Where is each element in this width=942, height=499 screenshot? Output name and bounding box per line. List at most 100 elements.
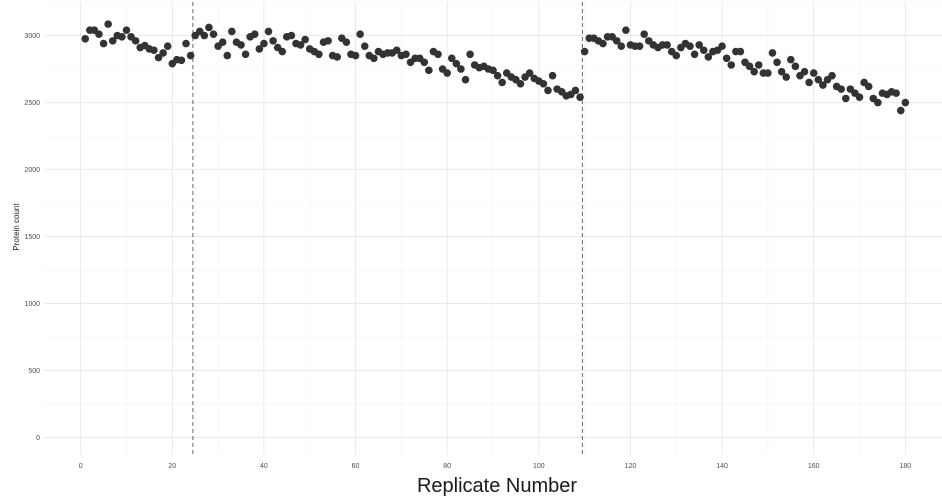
- data-point: [544, 86, 552, 95]
- data-point: [99, 39, 108, 48]
- data-point: [182, 39, 190, 48]
- data-point: [154, 53, 163, 62]
- data-point: [576, 93, 584, 101]
- data-point: [163, 42, 172, 51]
- data-point: [356, 30, 364, 38]
- data-point: [420, 58, 429, 67]
- data-point: [118, 33, 126, 41]
- data-point: [828, 71, 836, 80]
- data-point: [571, 86, 580, 95]
- data-point: [892, 89, 900, 97]
- x-tick-label: 80: [443, 463, 451, 470]
- data-point: [315, 50, 323, 59]
- data-point: [447, 54, 456, 63]
- data-point: [750, 67, 758, 76]
- data-point: [457, 65, 465, 73]
- data-point: [159, 49, 167, 57]
- data-point: [768, 49, 777, 57]
- data-point: [901, 98, 910, 107]
- data-point: [264, 27, 273, 36]
- data-point: [539, 79, 548, 88]
- data-point: [493, 71, 502, 80]
- data-point: [640, 30, 648, 38]
- data-point: [122, 26, 131, 34]
- data-point: [814, 75, 823, 84]
- data-point: [874, 98, 882, 107]
- x-tick-label: 20: [168, 463, 176, 470]
- data-point: [617, 42, 626, 51]
- data-point: [722, 54, 731, 63]
- data-point: [104, 20, 112, 28]
- data-point: [695, 41, 703, 49]
- data-point: [425, 66, 433, 75]
- x-axis-ticks: 0 20 40 60 80 100 120 140 160 180: [79, 463, 912, 470]
- data-point: [777, 67, 786, 76]
- data-point: [791, 62, 800, 71]
- y-tick-label: 0: [36, 435, 40, 442]
- data-point: [663, 41, 671, 49]
- data-point: [635, 42, 644, 51]
- data-point: [841, 94, 850, 103]
- data-point: [269, 37, 277, 45]
- data-point: [718, 42, 726, 51]
- y-tick-label: 500: [28, 368, 40, 375]
- x-tick-label: 60: [352, 463, 360, 470]
- reference-lines: [192, 2, 583, 455]
- x-tick-label: 0: [79, 463, 83, 470]
- data-point: [250, 30, 259, 38]
- data-point: [443, 69, 451, 77]
- data-point: [177, 56, 186, 65]
- data-point: [150, 46, 158, 55]
- data-point: [461, 75, 470, 84]
- data-point: [622, 26, 630, 34]
- data-point: [787, 55, 795, 64]
- data-point: [209, 30, 218, 38]
- data-point: [95, 30, 103, 38]
- x-axis-title: Replicate Number: [417, 475, 577, 497]
- data-point: [837, 85, 846, 93]
- minor-gridlines: [44, 1, 942, 455]
- data-point: [548, 71, 557, 80]
- data-point: [200, 31, 209, 40]
- data-point: [237, 41, 245, 49]
- x-tick-label: 160: [808, 463, 820, 470]
- data-point: [819, 81, 827, 89]
- y-tick-label: 2000: [24, 167, 40, 174]
- data-point: [864, 82, 873, 91]
- data-point: [108, 37, 117, 45]
- data-point: [452, 59, 461, 68]
- data-point: [287, 31, 296, 40]
- data-point: [727, 61, 736, 69]
- data-point: [516, 79, 525, 88]
- data-point: [278, 47, 287, 56]
- y-tick-label: 2500: [24, 100, 40, 107]
- data-point: [301, 35, 309, 44]
- y-axis-ticks: 0 500 1000 1500 2000 2500 3000: [24, 33, 40, 442]
- data-point: [896, 106, 905, 115]
- data-point: [498, 78, 506, 87]
- data-point: [686, 42, 694, 51]
- data-point: [800, 67, 809, 76]
- data-point: [205, 23, 213, 32]
- data-point: [580, 47, 589, 56]
- data-point: [370, 54, 378, 63]
- data-point: [855, 93, 864, 101]
- y-tick-label: 1000: [24, 301, 40, 308]
- data-point: [773, 58, 781, 67]
- data-point: [672, 51, 681, 60]
- data-point: [131, 37, 140, 45]
- data-point: [764, 69, 772, 77]
- data-point: [241, 50, 250, 59]
- data-point: [690, 50, 699, 59]
- x-tick-label: 100: [533, 463, 545, 470]
- data-point: [255, 45, 264, 53]
- data-point: [186, 51, 195, 60]
- data-point: [402, 50, 410, 59]
- data-point: [351, 51, 360, 60]
- y-axis-title: Protein count: [12, 203, 21, 251]
- x-tick-label: 140: [716, 463, 728, 470]
- data-point: [333, 53, 342, 61]
- data-point: [342, 38, 351, 47]
- x-tick-label: 180: [900, 463, 912, 470]
